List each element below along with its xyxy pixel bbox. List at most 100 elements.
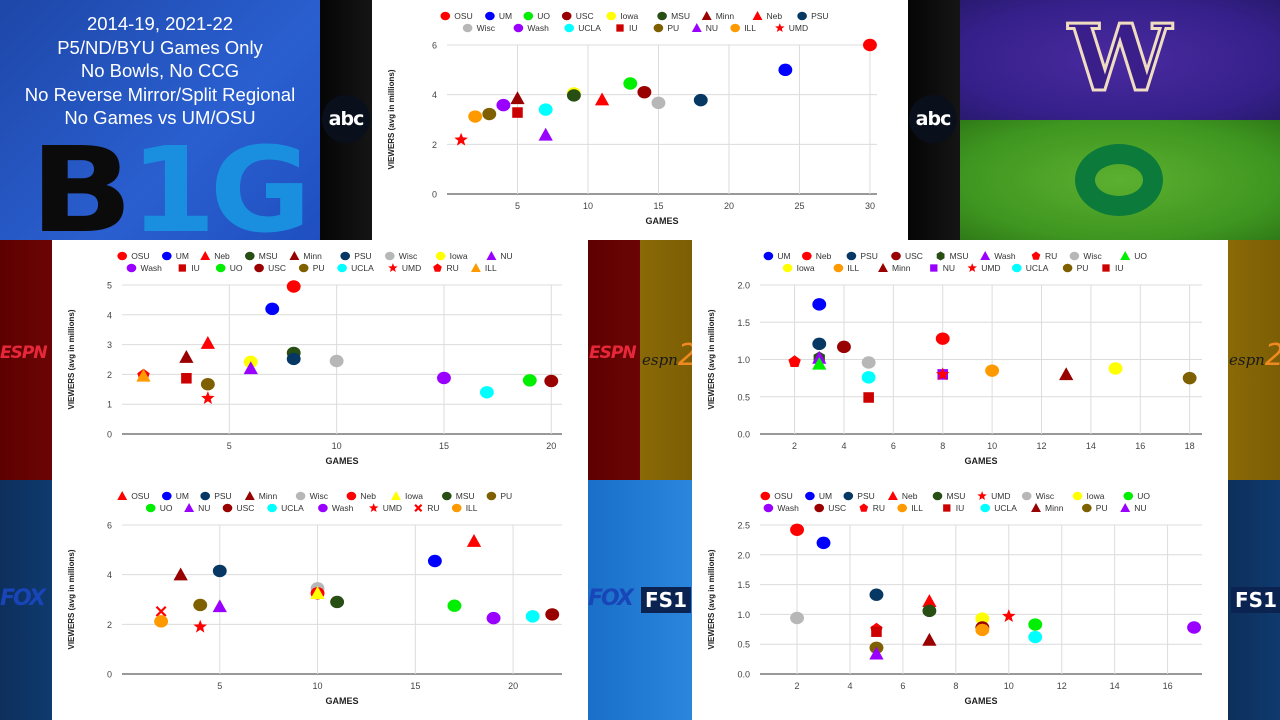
legend-label: ILL — [485, 263, 497, 273]
legend-label: PU — [1096, 503, 1108, 513]
legend-label: Neb — [902, 491, 918, 501]
data-point-ru — [788, 355, 801, 367]
data-point-ill — [985, 364, 1000, 377]
y-tick-label: 2.0 — [737, 281, 750, 291]
data-point-um — [778, 63, 793, 77]
legend-label: UCLA — [994, 503, 1017, 513]
legend-label: PSU — [857, 491, 874, 501]
y-tick-label: 0.0 — [737, 430, 750, 440]
data-point-minn — [922, 632, 937, 646]
legend-label: UO — [230, 263, 243, 273]
data-point-legend-nu — [486, 251, 497, 260]
legend-label: Minn — [892, 263, 911, 273]
legend-label: UM — [176, 491, 189, 501]
legend-label: UMD — [981, 263, 1000, 273]
data-point-um — [427, 554, 442, 568]
legend-label: RU — [873, 503, 885, 513]
data-point-nu — [243, 361, 258, 375]
data-point-legend-wisc — [1021, 491, 1032, 501]
fs1-logo-icon: FS1 — [641, 587, 691, 613]
legend-label: UMD — [991, 491, 1010, 501]
legend-label: Wisc — [477, 23, 496, 33]
data-point-legend-pu — [298, 263, 309, 273]
data-point-usc — [637, 85, 652, 99]
washington-panel: W — [960, 0, 1280, 120]
x-tick-label: 18 — [1185, 441, 1195, 451]
data-point-legend-pu — [486, 491, 497, 501]
abc-logo-icon: abc — [322, 95, 370, 143]
data-point-legend-minn — [244, 491, 255, 500]
legend-label: OSU — [131, 251, 149, 261]
data-point-psu — [212, 564, 227, 578]
x-tick-label: 16 — [1135, 441, 1145, 451]
legend-label: USC — [828, 503, 846, 513]
data-point-legend-ill — [470, 263, 481, 272]
data-point-legend-iowa — [1072, 491, 1083, 501]
data-point-ucla — [538, 103, 553, 116]
data-point-um — [265, 302, 280, 316]
y-tick-label: 6 — [432, 41, 437, 51]
legend-label: Wisc — [399, 251, 418, 261]
data-point-legend-nu — [691, 23, 702, 32]
data-point-neb — [935, 332, 950, 345]
espn2-strip-right: espn2 — [1228, 240, 1280, 480]
data-point-legend-umd — [369, 503, 379, 512]
y-axis-title: VIEWERS (avg in millions) — [707, 309, 716, 409]
x-tick-label: 10 — [987, 441, 997, 451]
data-point-legend-usc — [814, 503, 825, 513]
data-point-legend-msu — [657, 11, 667, 21]
data-point-iu — [512, 107, 523, 118]
legend-label: UM — [819, 491, 832, 501]
legend-label: UM — [499, 11, 512, 21]
data-point-minn — [510, 91, 525, 105]
data-point-legend-ill — [730, 23, 741, 33]
x-tick-label: 4 — [847, 681, 852, 691]
gridlines — [122, 284, 562, 435]
data-point-legend-minn — [878, 263, 888, 272]
legend-label: PU — [500, 491, 512, 501]
y-tick-label: 4 — [432, 90, 437, 100]
data-point-psu — [286, 352, 301, 366]
y-tick-label: 0 — [107, 670, 112, 680]
legend-label: NU — [943, 263, 955, 273]
gridlines — [447, 44, 877, 195]
data-point-osu — [863, 38, 877, 52]
data-point-minn — [179, 349, 194, 363]
data-point-ill — [975, 623, 990, 637]
criteria-line: No Bowls, No CCG — [80, 60, 240, 81]
legend: OSU UM Neb MSU Minn PSU Wisc Iowa NU Wash IU UO USC P… — [117, 251, 513, 273]
y-tick-label: 0.5 — [737, 640, 750, 650]
data-point-legend-wisc — [384, 251, 395, 261]
x-axis-title: GAMES — [325, 456, 358, 466]
data-point-osu — [790, 523, 804, 536]
x-tick-label: 8 — [953, 681, 958, 691]
data-point-ill — [136, 368, 151, 382]
data-point-legend-iowa — [782, 263, 793, 273]
data-point-psu — [812, 337, 827, 351]
fs1-logo-icon: FS1 — [1231, 587, 1280, 613]
legend-label: IU — [956, 503, 965, 513]
fox-logo-icon: FOX — [588, 586, 634, 611]
espn2-logo-icon: espn2 — [642, 338, 697, 373]
data-point-legend-iu — [178, 264, 186, 272]
legend-label: PSU — [354, 251, 371, 261]
legend-label: NU — [706, 23, 718, 33]
legend: OSU UM UO USC Iowa MSU Minn Neb PSU Wisc Wash UCLA I… — [440, 11, 829, 33]
data-point-umd — [935, 367, 950, 381]
data-point-legend-minn — [1031, 503, 1041, 512]
x-axis-title: GAMES — [325, 696, 358, 706]
legend-label: UCLA — [351, 263, 374, 273]
y-tick-label: 0.0 — [737, 670, 750, 680]
data-point-wash — [496, 98, 511, 112]
data-point-legend-uo — [215, 263, 226, 273]
data-point-legend-um — [161, 491, 172, 501]
data-points — [790, 523, 1202, 660]
x-tick-label: 20 — [546, 441, 556, 451]
x-tick-label: 15 — [410, 681, 420, 691]
legend-label: UCLA — [1026, 263, 1049, 273]
legend-label: RU — [1045, 251, 1057, 261]
legend-label: Wash — [141, 263, 163, 273]
data-point-legend-psu — [797, 11, 807, 21]
x-tick-label: 10 — [313, 681, 323, 691]
legend-label: ILL — [847, 263, 859, 273]
